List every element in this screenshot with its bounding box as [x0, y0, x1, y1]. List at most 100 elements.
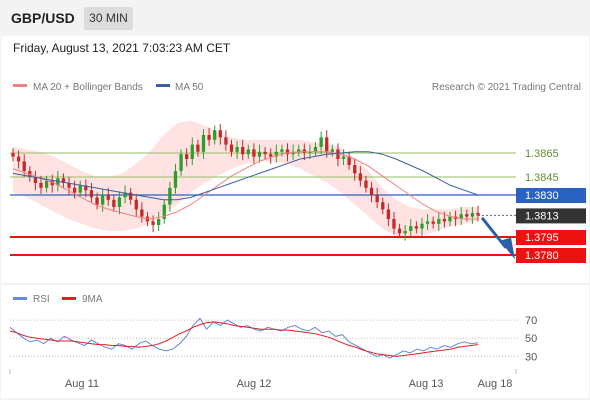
- candle-body: [218, 130, 222, 138]
- candle-body: [95, 197, 99, 205]
- candle-body: [386, 209, 391, 219]
- rsi-ma-line: [9, 321, 479, 357]
- candle-body: [459, 214, 463, 219]
- candle-body: [201, 135, 206, 152]
- candle-body: [56, 178, 60, 186]
- candle-body: [448, 216, 452, 222]
- candle-body: [364, 180, 368, 188]
- candle-body: [358, 173, 363, 181]
- rsi-level-label: 30: [525, 351, 537, 363]
- bollinger-band-layer: [13, 120, 478, 239]
- ma20-legend-label: MA 20 + Bollinger Bands: [33, 82, 143, 93]
- moving-average-layer: [12, 151, 515, 260]
- resistance-level-label: 1.3865: [525, 148, 559, 160]
- rsi-level-label: 70: [525, 315, 537, 327]
- candle-body: [437, 219, 441, 224]
- rsi-legend-swatch: [13, 297, 27, 300]
- candle-body: [397, 228, 402, 234]
- candle-body: [100, 195, 105, 205]
- candle-body: [50, 180, 54, 186]
- candle-body: [465, 214, 469, 217]
- ma50-line: [12, 151, 479, 201]
- candle-body: [134, 199, 138, 210]
- candle-body: [392, 219, 396, 229]
- timeframe-button[interactable]: 30 MIN: [84, 7, 133, 30]
- candle-body: [196, 144, 200, 152]
- candle-body: [341, 156, 346, 159]
- research-credit: Research © 2021 Trading Central: [432, 82, 581, 93]
- candle-body: [246, 149, 250, 155]
- candle-body: [207, 135, 211, 140]
- candle-body: [190, 144, 194, 159]
- candle-body: [420, 223, 424, 229]
- x-tick-label: Aug 11: [65, 378, 99, 390]
- bollinger-band: [13, 120, 478, 239]
- candle-body: [185, 154, 189, 159]
- candle-body: [123, 192, 127, 198]
- candle-body: [44, 180, 49, 188]
- candle-body: [325, 137, 329, 152]
- candle-body: [285, 149, 290, 155]
- candle-body: [22, 161, 26, 171]
- pivot-price-tag: [516, 188, 586, 203]
- candle-body: [179, 154, 183, 171]
- support-level-label: 1.3795: [525, 232, 559, 244]
- candle-body: [403, 231, 407, 234]
- candle-body: [213, 130, 217, 140]
- candle-body: [409, 226, 413, 231]
- candle-body: [330, 149, 334, 152]
- rsi-level-label: 50: [525, 333, 537, 345]
- candle-body: [252, 149, 256, 157]
- price-tag-layer: 1.3865 1.3845 1.3830 1.3813 1.3795 1.3780: [516, 148, 586, 263]
- candle-body: [11, 153, 15, 157]
- candle-body: [257, 151, 262, 157]
- candle-body: [313, 147, 318, 152]
- candle-body: [336, 149, 340, 159]
- candle-body: [140, 209, 144, 217]
- candle-body: [157, 219, 161, 225]
- resistance-level-label: 1.3845: [525, 172, 559, 184]
- candle-body: [151, 221, 155, 225]
- rsi-legend-label: RSI: [33, 294, 50, 305]
- price-level-layer: [10, 152, 516, 256]
- candle-body: [269, 154, 273, 157]
- rsi-layer: 70 50 30: [9, 315, 537, 363]
- candle-body: [89, 190, 94, 198]
- candle-body: [476, 213, 480, 216]
- current-price-tag: [516, 208, 586, 224]
- candle-body: [297, 149, 301, 152]
- candle-body: [72, 187, 77, 193]
- candle-body: [39, 183, 43, 188]
- candle-body: [78, 185, 82, 193]
- candle-body: [470, 213, 475, 217]
- pivot-level-label: 1.3830: [525, 190, 559, 202]
- ma20-legend-swatch: [13, 84, 27, 87]
- x-tick-label: Aug 13: [409, 378, 444, 390]
- candle-body: [162, 204, 166, 219]
- candle-body: [302, 149, 306, 153]
- candle-body: [235, 147, 239, 152]
- candle-body: [280, 149, 284, 152]
- candle-body: [117, 197, 122, 207]
- candle-body: [173, 171, 178, 188]
- candle-body: [442, 219, 447, 222]
- candle-body: [16, 156, 21, 162]
- candle-body: [84, 185, 88, 191]
- candle-body: [274, 151, 278, 157]
- support-level-label: 1.3780: [525, 250, 559, 262]
- ma50-legend-label: MA 50: [175, 82, 204, 93]
- candle-body: [291, 151, 295, 155]
- chart-toolbar: GBP/USD 30 MIN: [0, 0, 590, 36]
- support-price-tag: [516, 248, 586, 263]
- forecast-arrow-head: [500, 237, 515, 260]
- currency-pair-title: GBP/USD: [11, 10, 75, 26]
- ma20-line: [12, 151, 478, 220]
- x-tick-label: Aug 18: [478, 378, 513, 390]
- support-price-tag: [516, 230, 586, 245]
- rsi-ma-legend-label: 9MA: [82, 294, 103, 305]
- candle-body: [369, 187, 374, 195]
- candle-body: [308, 151, 312, 153]
- candle-body: [229, 144, 234, 152]
- candle-body: [425, 221, 430, 224]
